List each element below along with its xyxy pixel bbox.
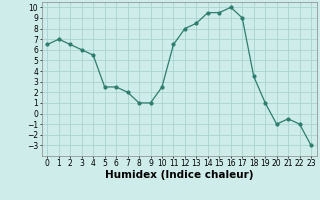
- X-axis label: Humidex (Indice chaleur): Humidex (Indice chaleur): [105, 170, 253, 180]
